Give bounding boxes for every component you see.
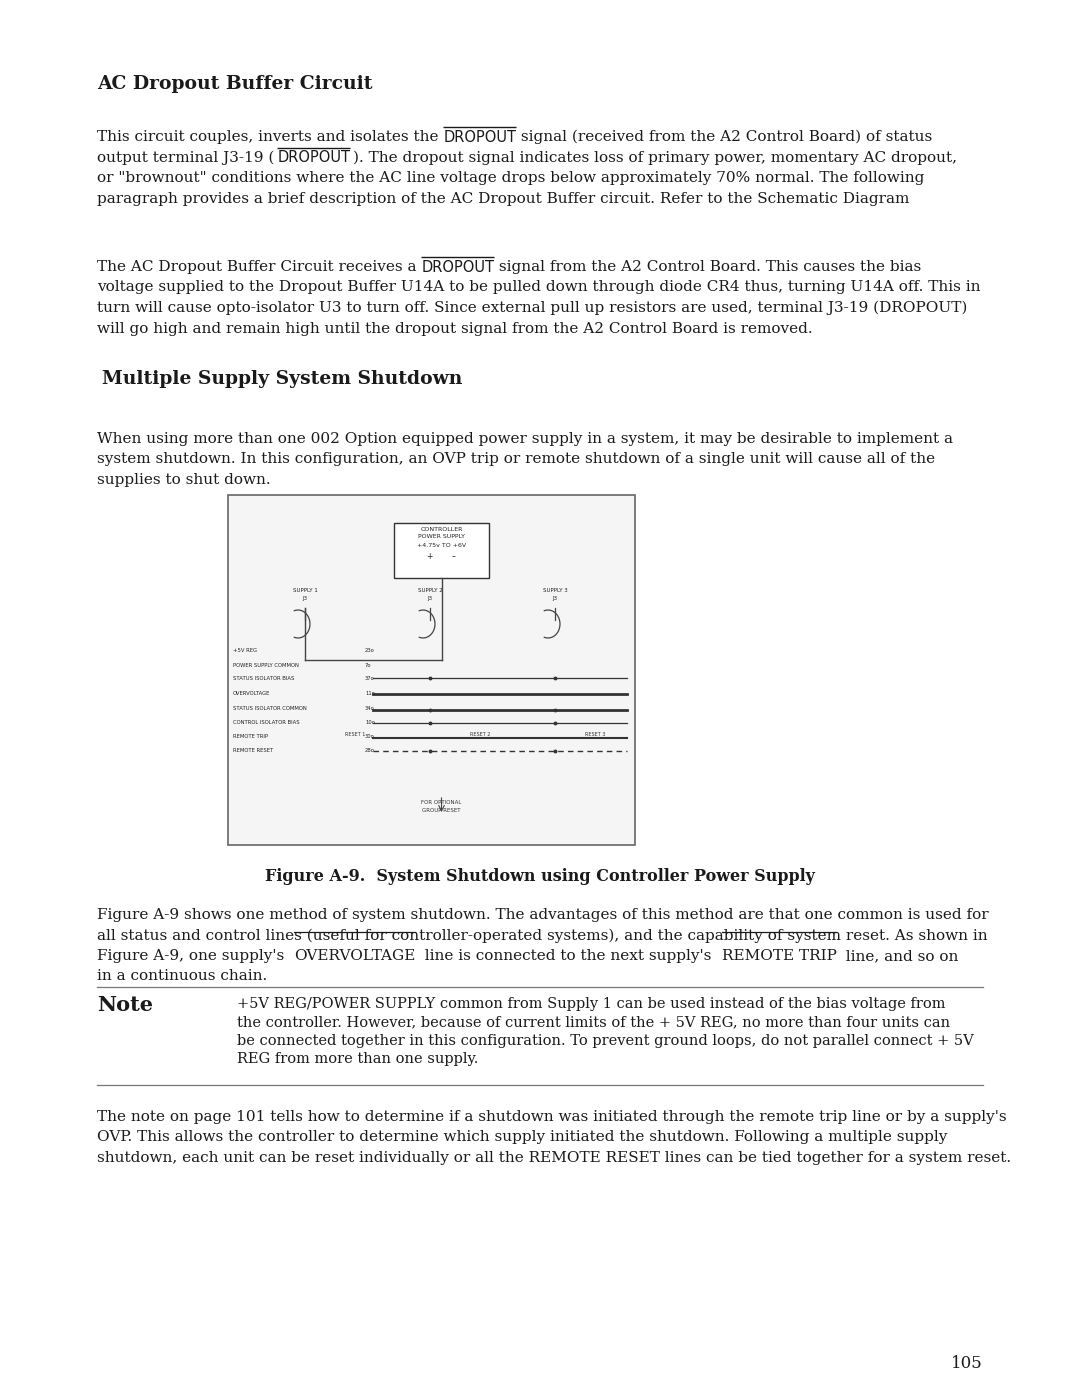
Text: The note on page 101 tells how to determine if a shutdown was initiated through : The note on page 101 tells how to determ… — [97, 1111, 1007, 1125]
Text: 11o: 11o — [365, 692, 375, 696]
Text: SUPPLY 1: SUPPLY 1 — [293, 588, 318, 592]
Text: SUPPLY 2: SUPPLY 2 — [418, 588, 443, 592]
Text: Figure A-9 shows one method of system shutdown. The advantages of this method ar: Figure A-9 shows one method of system sh… — [97, 908, 988, 922]
Text: 7o: 7o — [365, 664, 372, 668]
Text: the controller. However, because of current limits of the + 5V REG, no more than: the controller. However, because of curr… — [237, 1016, 950, 1030]
Bar — [394, 522, 489, 578]
Text: line is connected to the next supply's: line is connected to the next supply's — [416, 949, 721, 963]
Text: RESET 1: RESET 1 — [345, 732, 365, 738]
Text: output terminal J3-19 (: output terminal J3-19 ( — [97, 151, 278, 165]
Text: DROPOUT: DROPOUT — [278, 151, 350, 165]
Text: 23o: 23o — [365, 648, 375, 652]
Text: 37o: 37o — [365, 676, 375, 680]
Text: signal from the A2 Control Board. This causes the bias: signal from the A2 Control Board. This c… — [495, 260, 921, 274]
Text: 28o: 28o — [365, 747, 375, 753]
Text: Figure A-9, one supply's: Figure A-9, one supply's — [97, 949, 294, 963]
Text: POWER SUPPLY COMMON: POWER SUPPLY COMMON — [233, 664, 299, 668]
Text: all status and control lines (useful for controller-operated systems), and the c: all status and control lines (useful for… — [97, 929, 987, 943]
Text: POWER SUPPLY: POWER SUPPLY — [418, 534, 465, 539]
Text: REMOTE TRIP: REMOTE TRIP — [233, 733, 268, 739]
Text: ). The dropout signal indicates loss of primary power, momentary AC dropout,: ). The dropout signal indicates loss of … — [350, 151, 957, 165]
Text: When using more than one 002 Option equipped power supply in a system, it may be: When using more than one 002 Option equi… — [97, 432, 953, 446]
Text: OVP. This allows the controller to determine which supply initiated the shutdown: OVP. This allows the controller to deter… — [97, 1130, 947, 1144]
Text: J3: J3 — [553, 597, 557, 601]
Text: +5V REG/POWER SUPPLY common from Supply 1 can be used instead of the bias voltag: +5V REG/POWER SUPPLY common from Supply … — [237, 997, 945, 1011]
Text: STATUS ISOLATOR BIAS: STATUS ISOLATOR BIAS — [233, 676, 295, 680]
Text: J3: J3 — [428, 597, 433, 601]
Text: STATUS ISOLATOR COMMON: STATUS ISOLATOR COMMON — [233, 705, 307, 711]
Text: be connected together in this configuration. To prevent ground loops, do not par: be connected together in this configurat… — [237, 1034, 974, 1048]
Text: –: – — [451, 552, 456, 562]
Text: OVERVOLTAGE: OVERVOLTAGE — [294, 949, 416, 963]
Text: 30o: 30o — [365, 733, 375, 739]
Text: shutdown, each unit can be reset individually or all the REMOTE RESET lines can : shutdown, each unit can be reset individ… — [97, 1151, 1011, 1165]
Text: or "brownout" conditions where the AC line voltage drops below approximately 70%: or "brownout" conditions where the AC li… — [97, 170, 924, 184]
Text: DROPOUT: DROPOUT — [444, 130, 516, 145]
Text: GROUP RESET: GROUP RESET — [422, 807, 461, 813]
Text: 105: 105 — [951, 1355, 983, 1372]
Text: The AC Dropout Buffer Circuit receives a: The AC Dropout Buffer Circuit receives a — [97, 260, 421, 274]
Text: +5V REG: +5V REG — [233, 648, 257, 652]
Text: will go high and remain high until the dropout signal from the A2 Control Board : will go high and remain high until the d… — [97, 321, 812, 335]
Text: REMOTE RESET: REMOTE RESET — [233, 747, 273, 753]
Bar — [228, 495, 635, 845]
Text: voltage supplied to the Dropout Buffer U14A to be pulled down through diode CR4 : voltage supplied to the Dropout Buffer U… — [97, 281, 981, 295]
Text: supplies to shut down.: supplies to shut down. — [97, 474, 271, 488]
Text: signal (received from the A2 Control Board) of status: signal (received from the A2 Control Boa… — [516, 130, 933, 144]
Text: Multiple Supply System Shutdown: Multiple Supply System Shutdown — [102, 370, 462, 388]
Text: in a continuous chain.: in a continuous chain. — [97, 970, 267, 983]
Text: RESET 3: RESET 3 — [584, 732, 605, 738]
Text: RESET 2: RESET 2 — [470, 732, 490, 738]
Text: SUPPLY 3: SUPPLY 3 — [542, 588, 567, 592]
Text: +: + — [427, 552, 433, 562]
Text: AC Dropout Buffer Circuit: AC Dropout Buffer Circuit — [97, 75, 373, 94]
Text: Figure A-9.  System Shutdown using Controller Power Supply: Figure A-9. System Shutdown using Contro… — [265, 868, 815, 886]
Text: 10o: 10o — [365, 719, 375, 725]
Text: This circuit couples, inverts and isolates the: This circuit couples, inverts and isolat… — [97, 130, 444, 144]
Text: OVERVOLTAGE: OVERVOLTAGE — [233, 692, 270, 696]
Text: FOR OPTIONAL: FOR OPTIONAL — [421, 800, 461, 805]
Text: Note: Note — [97, 995, 153, 1016]
Text: paragraph provides a brief description of the AC Dropout Buffer circuit. Refer t: paragraph provides a brief description o… — [97, 191, 909, 205]
Text: system shutdown. In this configuration, an OVP trip or remote shutdown of a sing: system shutdown. In this configuration, … — [97, 453, 935, 467]
Text: CONTROL ISOLATOR BIAS: CONTROL ISOLATOR BIAS — [233, 719, 299, 725]
Text: REMOTE TRIP: REMOTE TRIP — [721, 949, 836, 963]
Text: +4.75v TO +6V: +4.75v TO +6V — [417, 543, 467, 548]
Text: DROPOUT: DROPOUT — [421, 260, 495, 275]
Text: J3: J3 — [302, 597, 308, 601]
Text: turn will cause opto-isolator U3 to turn off. Since external pull up resistors a: turn will cause opto-isolator U3 to turn… — [97, 300, 968, 316]
Text: line, and so on: line, and so on — [836, 949, 959, 963]
Text: REG from more than one supply.: REG from more than one supply. — [237, 1052, 478, 1066]
Text: CONTROLLER: CONTROLLER — [420, 527, 462, 532]
Text: 34o: 34o — [365, 705, 375, 711]
